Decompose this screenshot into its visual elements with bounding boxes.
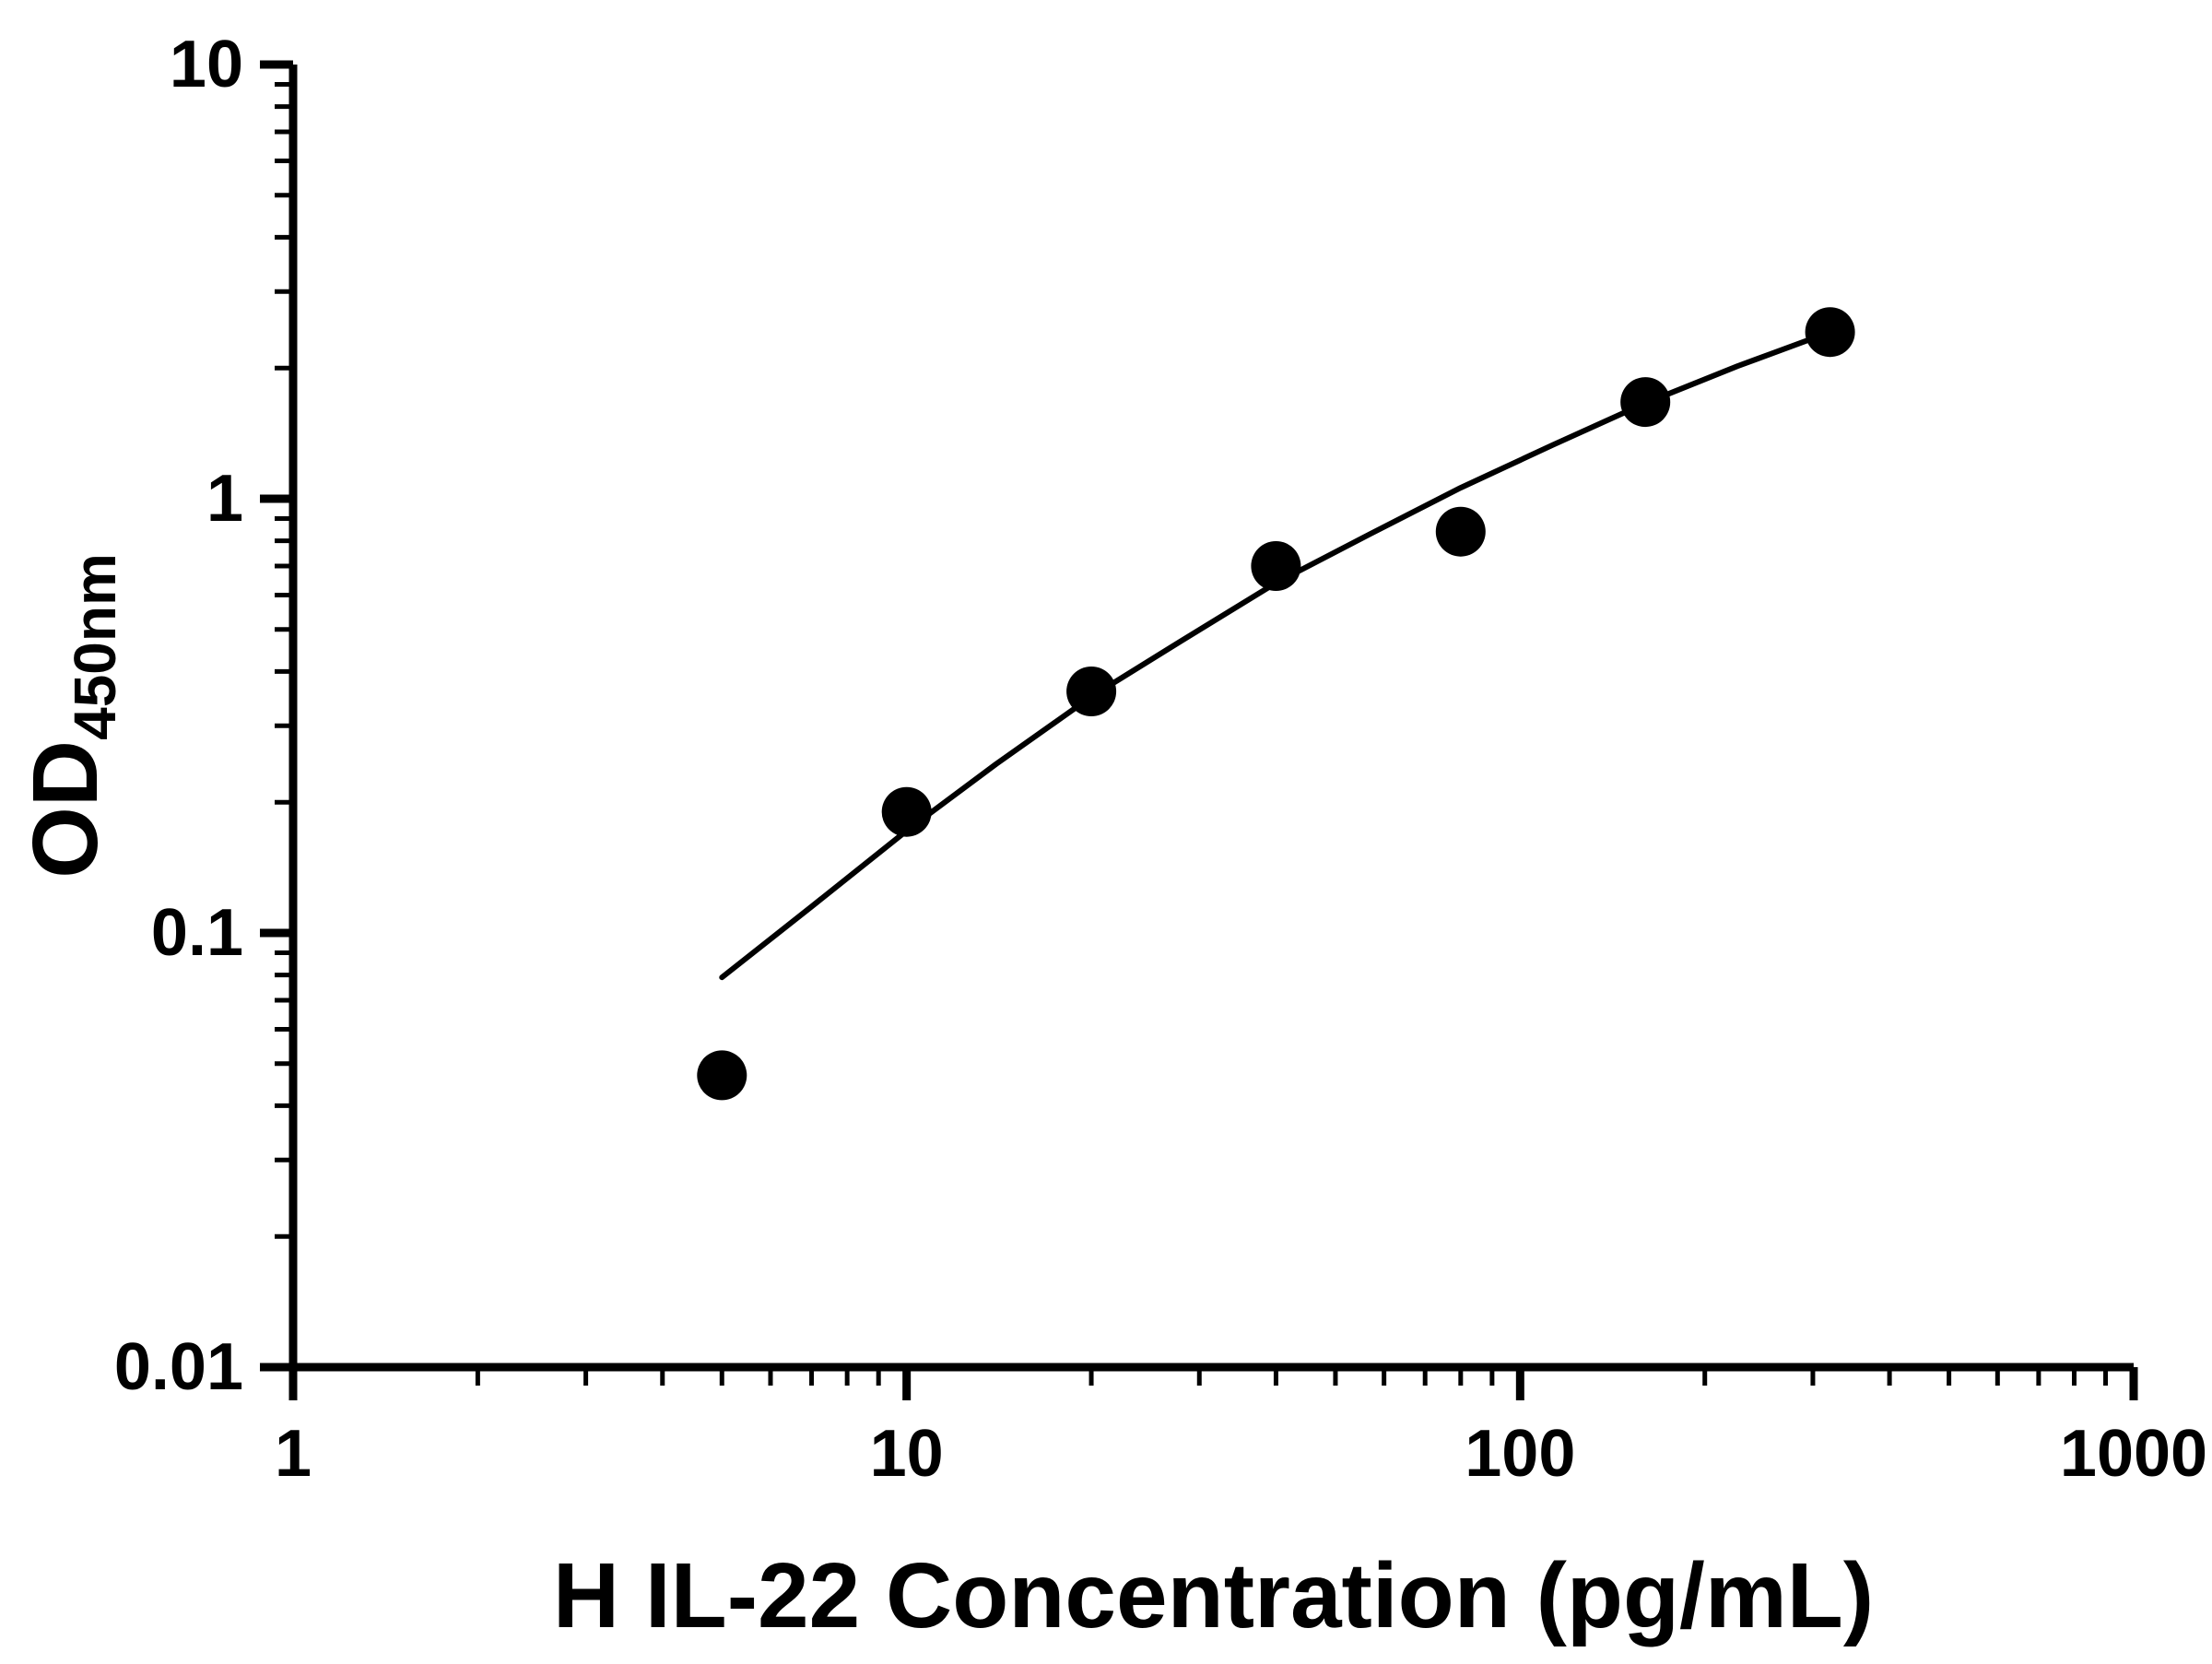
data-point xyxy=(1620,377,1671,428)
x-tick-label: 1 xyxy=(275,1417,312,1491)
data-point xyxy=(697,1050,747,1101)
x-axis-ticks: 1 10 100 1000 xyxy=(275,1367,2207,1491)
y-axis-ticks: 0.01 0.1 1 10 xyxy=(114,28,293,1404)
x-tick-label: 10 xyxy=(870,1417,944,1491)
y-tick-label: 0.1 xyxy=(151,896,243,970)
data-point xyxy=(881,786,932,837)
data-points xyxy=(697,307,1855,1101)
x-tick-label: 100 xyxy=(1465,1417,1575,1491)
data-point xyxy=(1805,307,1855,358)
x-tick-label: 1000 xyxy=(2060,1417,2207,1491)
data-point xyxy=(1251,541,1301,591)
x-axis-title: H IL-22 Concentration (pg/mL) xyxy=(553,1544,1874,1647)
y-tick-label: 0.01 xyxy=(114,1330,243,1404)
data-point xyxy=(1435,506,1486,557)
y-axis-title: OD450nm xyxy=(14,553,128,879)
y-tick-label: 10 xyxy=(170,28,243,101)
fit-curve xyxy=(719,329,1833,981)
axes xyxy=(288,65,2134,1372)
data-point xyxy=(1066,667,1117,716)
y-tick-label: 1 xyxy=(206,462,243,536)
